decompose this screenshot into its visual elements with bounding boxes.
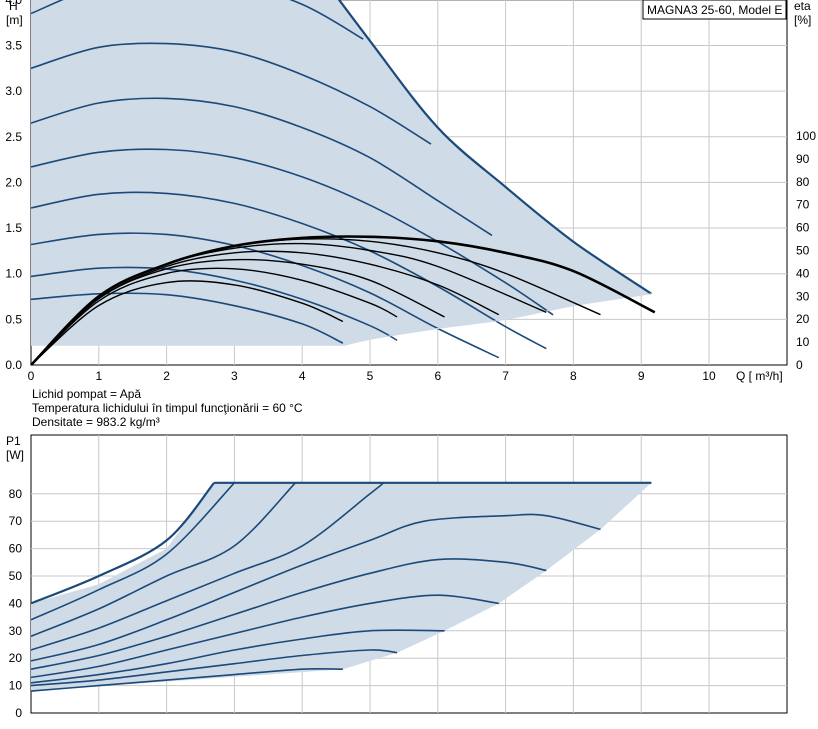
head-operating-area (31, 0, 652, 346)
power-tick-label: 40 (9, 596, 23, 610)
max-head-curve (337, 0, 653, 295)
flow-tick-label: 0 (28, 369, 35, 383)
head-curve-8 (30, 191, 547, 350)
head-y-tick-labels: 0.00.51.01.52.02.53.03.54.04.55.05.56.06… (5, 0, 22, 372)
head-tick-label: 2.0 (5, 175, 22, 189)
eta-curve-3 (30, 242, 547, 366)
head-curve-11 (30, 292, 344, 344)
flow-axis-label: Q [ m³/h] (736, 369, 783, 383)
chart-title-box (642, 0, 787, 20)
eta-tick-label: 50 (796, 244, 810, 258)
power-y-tick-labels: 0 10 20 30 40 50 60 70 80 (9, 487, 23, 720)
eta-axis-unit: [%] (794, 13, 811, 27)
power-axis-label: P1 (6, 434, 21, 448)
head-chart: 0 1 2 3 4 5 6 7 8 9 10 0.0 0.5 1.0 1.5 2.0 2.5 3.0 3.5 4.0… (5, 0, 816, 383)
eta-y-tick-labels: 0 10 20 30 40 50 60 70 80 90 100 (796, 129, 816, 372)
liquid-temperature-text: Temperatura lichidului în timpul funcţio… (32, 401, 303, 415)
head-x-tick-labels: 0 1 2 3 4 5 6 7 8 9 10 (28, 369, 716, 383)
head-curves (30, 0, 653, 359)
eta-tick-label: 0 (796, 358, 803, 372)
eta-tick-label: 80 (796, 175, 810, 189)
head-tick-label: 4.0 (5, 0, 22, 7)
density-text: Densitate = 983.2 kg/m³ (32, 415, 160, 429)
power-tick-label: 50 (9, 569, 23, 583)
flow-tick-label: 2 (163, 369, 170, 383)
flow-tick-label: 10 (702, 369, 716, 383)
eta-axis-label: eta (794, 0, 811, 13)
pumped-liquid-text: Lichid pompat = Apă (32, 387, 142, 401)
head-curve-5 (30, 42, 432, 145)
eta-tick-label: 100 (796, 129, 816, 143)
head-tick-label: 1.0 (5, 267, 22, 281)
head-tick-label: 3.0 (5, 84, 22, 98)
power-tick-label: 10 (9, 679, 23, 693)
eta-tick-label: 30 (796, 289, 810, 303)
flow-tick-label: 6 (434, 369, 441, 383)
power-curve-10 (30, 649, 398, 687)
power-curve-11 (30, 667, 343, 692)
head-curve-9 (30, 232, 500, 359)
eta-tick-label: 10 (796, 335, 810, 349)
power-curve-4 (30, 482, 296, 638)
head-curve-6 (30, 97, 493, 237)
head-curve-10 (30, 266, 398, 342)
eta-tick-label: 70 (796, 198, 810, 212)
eta-tick-label: 60 (796, 221, 810, 235)
flow-tick-label: 3 (231, 369, 238, 383)
power-curve-6 (30, 513, 601, 662)
head-axis-label: H (9, 0, 18, 13)
eta-tick-label: 20 (796, 312, 810, 326)
power-tick-label: 70 (9, 514, 23, 528)
power-tick-label: 30 (9, 624, 23, 638)
eta-curve-7 (30, 280, 344, 366)
power-curves (30, 481, 652, 692)
min-head-edge (342, 293, 652, 347)
head-tick-label: 3.5 (5, 38, 22, 52)
power-tick-label: 80 (9, 487, 23, 501)
power-curve-7 (30, 558, 547, 670)
eta-curve-6 (30, 267, 398, 366)
flow-tick-label: 8 (570, 369, 577, 383)
power-axis-unit: [W] (6, 448, 24, 462)
power-tick-label: 60 (9, 542, 23, 556)
head-curve-7 (30, 148, 554, 316)
head-curve-4 (30, 0, 364, 40)
efficiency-curves (30, 235, 656, 366)
power-chart: 0 10 20 30 40 50 60 70 80 P1 [W] (6, 434, 788, 720)
power-curve-8 (30, 594, 499, 679)
flow-tick-label: 4 (299, 369, 306, 383)
power-curve-3 (30, 482, 235, 621)
eta-tick-label: 40 (796, 266, 810, 280)
head-tick-label: 0.0 (5, 358, 22, 372)
flow-tick-label: 1 (95, 369, 102, 383)
eta-curve-5 (30, 258, 445, 366)
head-tick-label: 0.5 (5, 312, 22, 326)
power-curve-9 (30, 629, 445, 684)
flow-tick-label: 9 (638, 369, 645, 383)
flow-tick-label: 5 (367, 369, 374, 383)
power-curve-5 (30, 482, 385, 651)
power-tick-label: 20 (9, 651, 23, 665)
head-tick-label: 1.5 (5, 221, 22, 235)
head-tick-label: 2.5 (5, 130, 22, 144)
power-tick-label: 0 (15, 706, 22, 720)
chart-title: MAGNA3 25-60, Model E (647, 3, 782, 17)
flow-tick-label: 7 (502, 369, 509, 383)
fluid-info: Lichid pompat = Apă Temperatura lichidul… (32, 387, 303, 429)
eta-tick-label: 90 (796, 152, 810, 166)
power-curve-2 (30, 482, 215, 605)
head-axis-unit: [m] (6, 13, 23, 27)
